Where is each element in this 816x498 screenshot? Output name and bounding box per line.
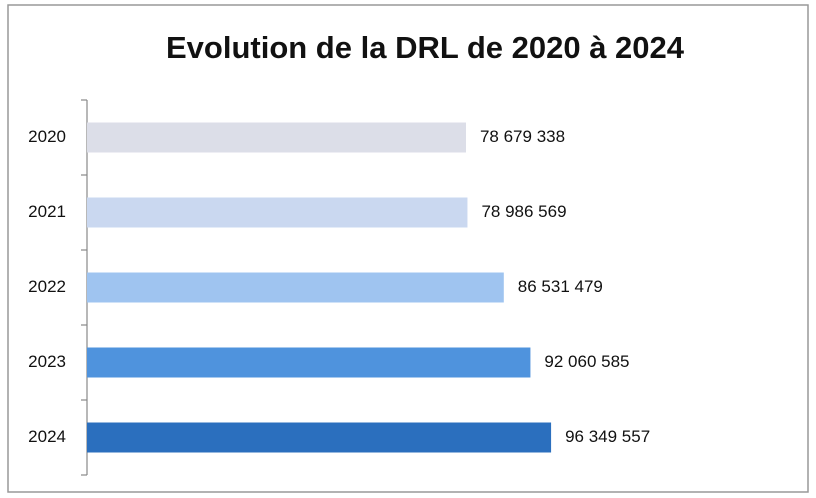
chart-frame	[7, 4, 809, 493]
y-tick-label: 2022	[28, 277, 66, 296]
value-label: 78 986 569	[481, 202, 566, 221]
value-label: 86 531 479	[518, 277, 603, 296]
bar	[87, 272, 504, 303]
value-label: 92 060 585	[544, 352, 629, 371]
bar	[87, 347, 531, 378]
y-tick-label: 2023	[28, 352, 66, 371]
y-tick-label: 2024	[28, 427, 66, 446]
y-tick-label: 2020	[28, 127, 66, 146]
value-label: 78 679 338	[480, 127, 565, 146]
bar	[87, 422, 552, 453]
chart-title: Evolution de la DRL de 2020 à 2024	[166, 30, 685, 65]
value-label: 96 349 557	[565, 427, 650, 446]
bar	[87, 197, 468, 228]
bar	[87, 122, 466, 153]
y-tick-label: 2021	[28, 202, 66, 221]
